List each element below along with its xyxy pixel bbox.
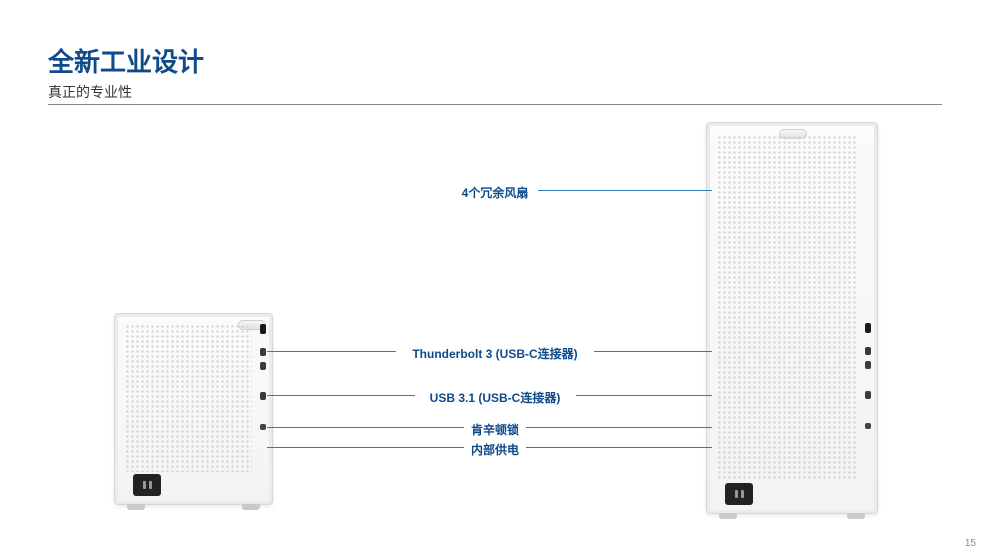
kensington-lock-slot [260,424,266,430]
device-large-rear [706,122,878,514]
lead-klock-right [526,427,712,428]
callout-klock: 肯辛顿锁 [471,421,519,438]
device-small-rear [114,313,273,505]
callout-fans: 4个冗余风扇 [462,184,529,201]
power-button-port [865,323,871,333]
page-number: 15 [965,538,976,549]
thunderbolt-port-1 [865,347,871,355]
lead-usb31-left [267,395,415,396]
thunderbolt-port-2 [865,361,871,369]
horizontal-rule [48,104,942,105]
device-foot [127,504,145,510]
device-foot [242,504,260,510]
callout-usb31: USB 3.1 (USB-C连接器) [430,389,561,406]
callout-tb3: Thunderbolt 3 (USB-C连接器) [412,345,577,362]
usb31-port [260,392,266,400]
ventilation-grill [717,135,857,481]
lead-power-left [267,447,464,448]
lead-tb3-right [594,351,712,352]
kensington-lock-slot [865,423,871,429]
lead-tb3-left [267,351,396,352]
lead-fans-right [538,190,712,191]
thunderbolt-port-1 [260,348,266,356]
callout-power: 内部供电 [471,441,519,458]
ventilation-grill [125,324,252,472]
slide-title: 全新工业设计 [48,42,204,79]
device-foot [719,513,737,519]
thunderbolt-port-2 [260,362,266,370]
slide-subtitle: 真正的专业性 [48,82,132,102]
ac-power-inlet [133,474,161,496]
slide: { "title": { "text": "全新工业设计", "color": … [0,0,990,557]
device-foot [847,513,865,519]
lead-klock-left [267,427,464,428]
lead-usb31-right [576,395,712,396]
power-button-port [260,324,266,334]
ac-power-inlet [725,483,753,505]
usb31-port [865,391,871,399]
lead-power-right [526,447,712,448]
